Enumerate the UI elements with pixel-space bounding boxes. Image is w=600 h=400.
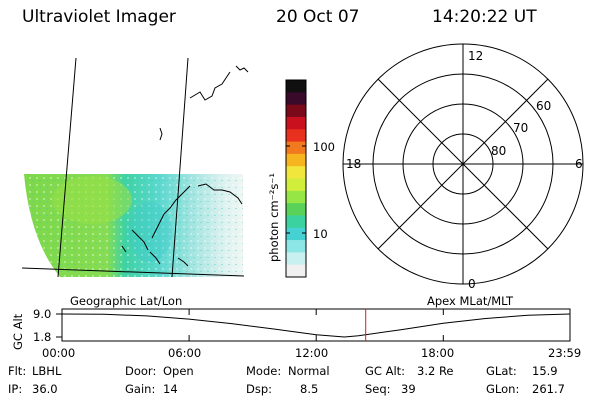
seq-value: 39 [401,382,416,396]
door-value: Open [163,364,194,378]
glat-value: 15.9 [532,364,558,378]
instrument-title: Ultraviolet Imager [22,7,176,27]
dsp-value: 8.5 [300,382,319,396]
mlt-label-6: 6 [575,157,583,171]
y-tick-label-1-8: 1.8 [33,330,51,344]
colorbar-band [286,141,306,155]
auroral-image [24,174,243,277]
time-label: 14:20:22 UT [432,7,537,27]
colorbar-band [286,129,306,143]
y-tick-label-9: 9.0 [33,307,51,321]
x-tick-label-0600: 06:00 [168,346,202,360]
x-tick-label-1800: 18:00 [421,346,455,360]
polar-diagonal [377,78,549,250]
colorbar-tick-10: 10 [313,227,328,241]
ip-key: IP: [8,382,23,396]
mlt-label-12: 12 [468,49,483,63]
mode-value: Normal [288,364,330,378]
x-tick-label-1200: 12:00 [295,346,329,360]
mlat-label-70: 70 [513,121,528,135]
colorbar-band [286,264,306,278]
colorbar-band [286,252,306,266]
gain-key: Gain: [125,382,156,396]
coastline [121,65,249,267]
colorbar-band [286,240,306,253]
ip-value: 36.0 [32,382,58,396]
colorbar-band [286,104,306,118]
colorbar-band [286,190,306,204]
flt-key: Flt: [8,364,27,378]
parallel-line [21,267,245,277]
gc-alt-x-ticks [61,309,571,341]
polar-coord-label: Apex MLat/MLT [427,294,514,308]
mlt-label-18: 18 [346,157,361,171]
door-key: Door: [125,364,157,378]
seq-key: Seq: [365,382,391,396]
gc-alt-axis-label: GC Alt [11,313,25,350]
gcalt-key: GC Alt: [365,364,406,378]
colorbar-band [286,166,306,179]
mlt-label-0: 0 [468,277,476,291]
glon-value: 261.7 [532,382,565,396]
colorbar-band [286,80,306,93]
meridian-line [57,57,77,278]
dsp-key: Dsp: [246,382,273,396]
colorbar-band [286,92,306,106]
date-label: 20 Oct 07 [276,7,360,27]
mlat-label-60: 60 [536,99,551,113]
colorbar-band [286,215,306,229]
colorbar-tick-100: 100 [313,140,335,154]
gcalt-value: 3.2 Re [417,364,454,378]
gain-value: 14 [163,382,178,396]
colorbar-band [286,203,306,216]
map-projection-label: Geographic Lat/Lon [70,294,183,308]
mlat-label-80: 80 [491,144,506,158]
glat-key: GLat: [486,364,517,378]
flt-value: LBHL [32,364,62,378]
x-tick-label-2359: 23:59 [548,346,582,360]
colorbar-gradient [286,80,306,278]
glon-key: GLon: [486,382,520,396]
colorbar-unit-label: photon cm⁻²s⁻¹ [267,173,281,262]
colorbar-band [286,178,306,192]
gc-alt-series-line [61,313,571,338]
colorbar-band [286,153,306,167]
meridian-line [171,57,189,278]
colorbar-band [286,116,306,130]
x-tick-label-0000: 00:00 [42,346,76,360]
mode-key: Mode: [246,364,282,378]
colorbar-band [286,227,306,241]
